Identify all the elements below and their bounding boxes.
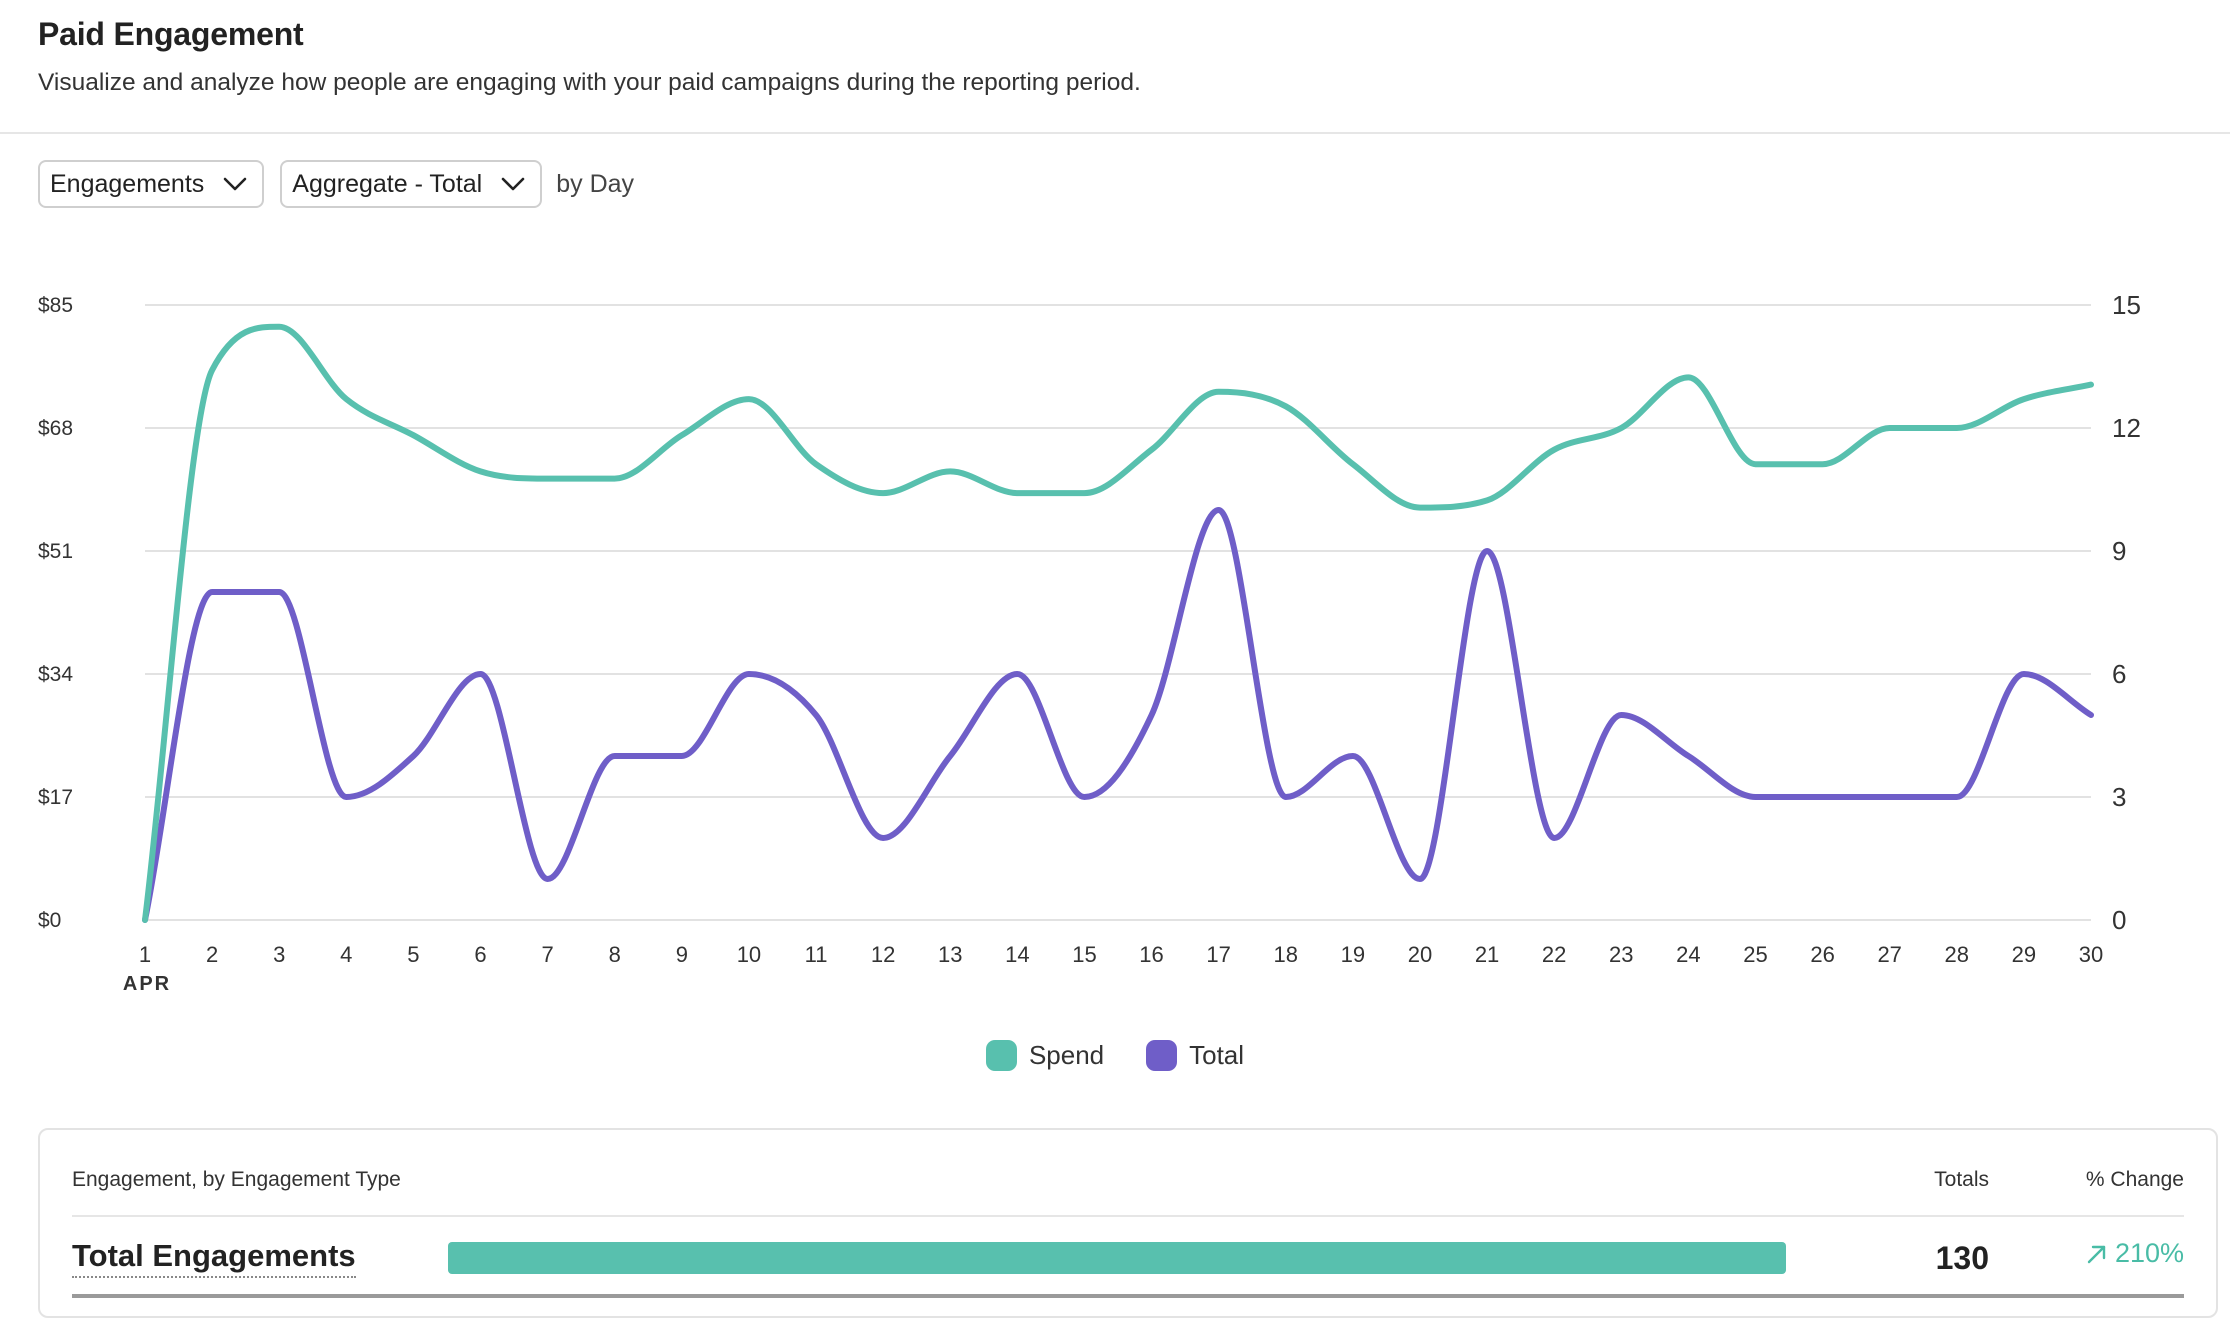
y-right-tick-label: 15 [2112, 290, 2141, 320]
x-tick-label: 14 [1005, 942, 1029, 967]
legend-swatch-spend [985, 1040, 1017, 1071]
x-tick-label: 18 [1274, 942, 1298, 967]
x-tick-label: 4 [340, 942, 352, 967]
y-right-tick-label: 0 [2112, 905, 2126, 935]
x-tick-label: 10 [737, 942, 761, 967]
x-tick-label: 27 [1877, 942, 1901, 967]
table-header-divider [72, 1215, 2184, 1217]
x-tick-label: 23 [1609, 942, 1633, 967]
x-tick-label: 25 [1743, 942, 1767, 967]
arrow-up-right-icon [2087, 1245, 2106, 1263]
engagement-line-chart: $0 0$17 3$34 6$51 9$68 12$85 151 2 3 4 5 6 7 8 9 10 11 12… [38, 290, 2141, 995]
aggregate-select-value: Aggregate - Total [292, 169, 483, 198]
header-divider [0, 132, 2230, 134]
x-tick-label: 2 [206, 942, 218, 967]
chart-controls: Engagements Aggregate - Total by Day [38, 158, 634, 210]
x-tick-label: 11 [805, 942, 828, 967]
x-tick-label: 30 [2079, 942, 2103, 967]
x-tick-label: 29 [2012, 942, 2036, 967]
y-right-tick-label: 12 [2112, 413, 2141, 443]
legend-label-total: Total [1189, 1040, 1245, 1070]
series-line-spend [142, 323, 2094, 923]
row-change-text: 210% [2114, 1238, 2184, 1268]
x-tick-label: 26 [1810, 942, 1834, 967]
chart-legend: Spend Total [0, 1040, 2230, 1071]
y-left-tick-label: $68 [38, 417, 73, 440]
engagement-type-table: Engagement, by Engagement Type Totals % … [38, 1128, 2218, 1318]
x-tick-label: 5 [407, 942, 419, 967]
row-bar-track [448, 1242, 1786, 1274]
y-left-tick-label: $34 [38, 663, 73, 686]
x-tick-label: 15 [1072, 942, 1096, 967]
x-month-label: APR [123, 973, 171, 995]
legend-item-total[interactable]: Total [1146, 1040, 1244, 1071]
x-tick-label: 17 [1206, 942, 1230, 967]
x-tick-label: 3 [273, 942, 285, 967]
metric-select[interactable]: Engagements [38, 160, 265, 208]
x-tick-label: 1 [139, 942, 151, 967]
series-line-total [142, 507, 2094, 923]
table-header-type: Engagement, by Engagement Type [72, 1168, 401, 1191]
table-header-totals: Totals [1934, 1168, 1989, 1191]
y-right-tick-label: 9 [2112, 536, 2126, 566]
page-title: Paid Engagement [38, 16, 304, 52]
granularity-label: by Day [556, 169, 635, 198]
table-row: Total Engagements 130 210% [72, 1236, 2184, 1284]
table-header-change: % Change [2085, 1168, 2184, 1191]
y-left-tick-label: $51 [38, 540, 73, 563]
x-tick-label: 20 [1408, 942, 1432, 967]
x-tick-label: 24 [1676, 942, 1700, 967]
x-tick-label: 16 [1139, 942, 1163, 967]
aggregate-select[interactable]: Aggregate - Total [280, 160, 543, 208]
chevron-down-icon [501, 177, 525, 191]
y-right-tick-label: 6 [2112, 659, 2126, 689]
x-tick-label: 13 [938, 942, 962, 967]
x-tick-label: 6 [474, 942, 486, 967]
x-tick-label: 12 [871, 942, 895, 967]
row-change-value: 210% [2085, 1238, 2184, 1269]
metric-select-value: Engagements [50, 169, 205, 198]
x-tick-label: 8 [609, 942, 621, 967]
chevron-down-icon [223, 177, 247, 191]
page-header: Paid Engagement Visualize and analyze ho… [38, 16, 1141, 97]
x-tick-label: 22 [1542, 942, 1566, 967]
row-bar-fill [448, 1242, 1786, 1274]
x-tick-label: 9 [676, 942, 688, 967]
page-subtitle: Visualize and analyze how people are eng… [38, 69, 1141, 96]
row-total-value: 130 [1935, 1240, 1989, 1276]
row-underline [72, 1294, 2184, 1298]
y-left-tick-label: $17 [38, 786, 73, 809]
x-tick-label: 7 [541, 942, 553, 967]
legend-item-spend[interactable]: Spend [985, 1040, 1105, 1071]
x-tick-label: 28 [1945, 942, 1969, 967]
y-right-tick-label: 3 [2112, 782, 2126, 812]
legend-label-spend: Spend [1028, 1040, 1105, 1070]
legend-swatch-total [1146, 1040, 1178, 1071]
y-left-tick-label: $85 [38, 294, 73, 317]
x-tick-label: 21 [1475, 942, 1499, 967]
y-left-tick-label: $0 [38, 909, 61, 932]
row-label-total-engagements[interactable]: Total Engagements [72, 1238, 356, 1278]
x-tick-label: 19 [1341, 942, 1365, 967]
